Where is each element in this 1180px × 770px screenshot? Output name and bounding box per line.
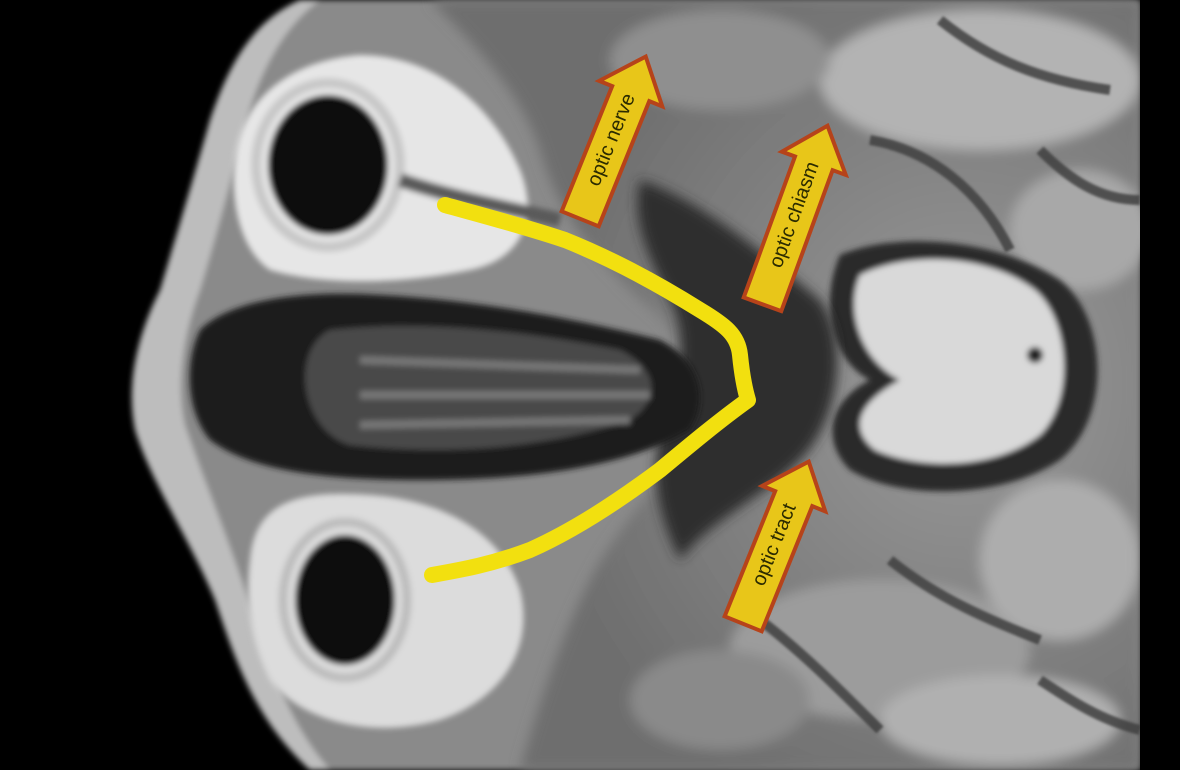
nasal-cavity <box>189 293 700 480</box>
optic-chiasm-arrow <box>741 122 850 314</box>
lower-orbit <box>248 493 524 728</box>
sulci <box>756 16 1142 735</box>
optic-pathway-highlight <box>424 197 756 583</box>
right-edge-bar <box>1140 0 1180 770</box>
upper-orbit <box>233 55 562 282</box>
optic-tract-arrow <box>722 458 829 634</box>
optic-nerve-arrow <box>559 53 666 229</box>
brainstem <box>830 241 1098 492</box>
